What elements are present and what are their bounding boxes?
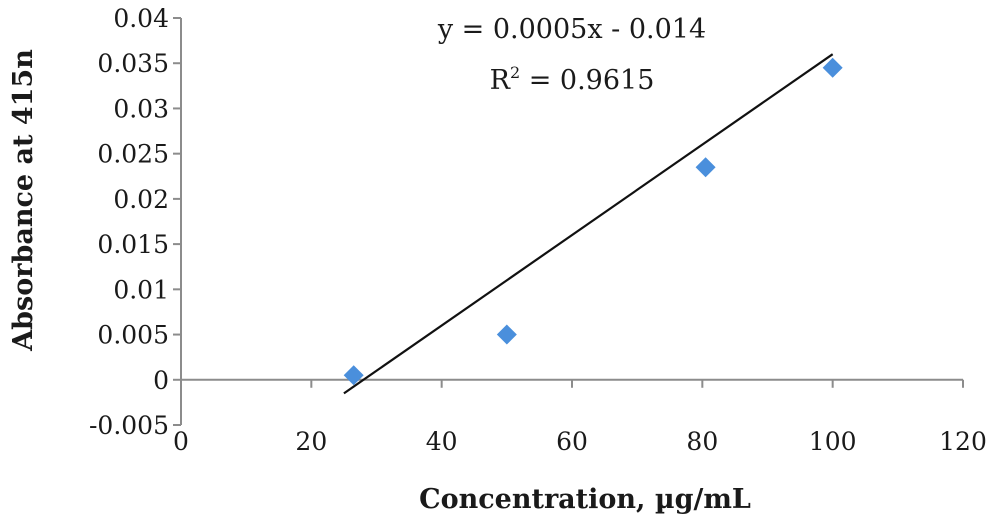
y-axis-title: Absorbance at 415n (8, 49, 39, 352)
y-tick-label: 0.03 (113, 94, 169, 123)
y-tick-label: -0.005 (89, 411, 169, 440)
x-tick-labels: 0 20 40 60 80 100 120 (173, 379, 987, 456)
data-points (343, 57, 843, 386)
trendline-equation: y = 0.0005x - 0.014 (437, 14, 706, 45)
y-tick-label: 0.015 (97, 230, 169, 259)
data-point (822, 57, 843, 78)
x-axis-title: Concentration, µg/mL (419, 484, 751, 515)
y-tick-label: 0.005 (97, 321, 169, 350)
r2-prefix: R (490, 65, 511, 96)
trendline-r2: R2 = 0.9615 (490, 63, 655, 96)
y-tick-label: 0.04 (113, 4, 169, 33)
y-tick-label: 0.025 (97, 140, 169, 169)
x-tick-label: 60 (556, 427, 588, 456)
r2-value: = 0.9615 (520, 65, 654, 96)
data-point (343, 365, 364, 386)
r2-superscript: 2 (510, 63, 520, 82)
y-tick-label: 0.02 (113, 185, 169, 214)
data-point (695, 157, 716, 178)
data-point (496, 324, 517, 345)
y-tick-labels: -0.005 0 0.005 0.01 0.015 0.02 0.025 0.03 0.035 0… (89, 4, 181, 440)
y-tick-label: 0.01 (113, 275, 169, 304)
x-tick-label: 0 (173, 427, 189, 456)
x-tick-label: 40 (426, 427, 458, 456)
x-tick-label: 80 (686, 427, 718, 456)
x-tick-label: 20 (295, 427, 327, 456)
x-tick-label: 120 (939, 427, 987, 456)
y-tick-label: 0 (153, 366, 169, 395)
trendline-group (343, 53, 834, 395)
y-tick-label: 0.035 (97, 49, 169, 78)
trendline (343, 53, 834, 395)
x-tick-label: 100 (809, 427, 857, 456)
